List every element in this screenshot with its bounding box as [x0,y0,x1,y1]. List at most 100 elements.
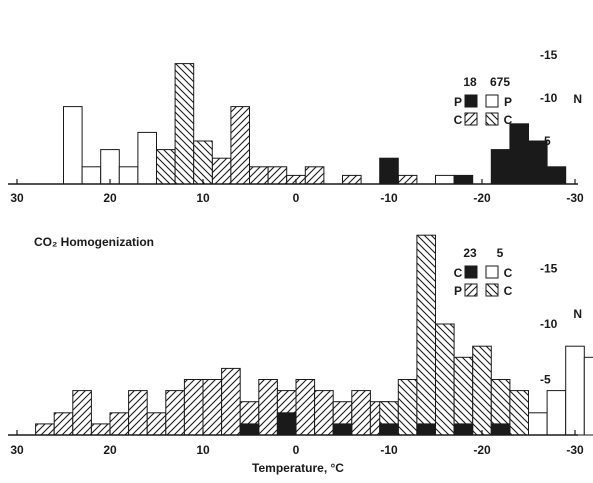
x-tick-label: 10 [196,191,210,205]
bar-open-2 [100,149,120,185]
bar-hatch-right-2 [193,140,213,185]
x-tick-label: -10 [380,443,398,457]
bar-hatch-left-3 [267,166,288,185]
bar-hatch-left-2 [72,390,92,436]
bottom-y-axis-label: N [573,307,582,321]
bottom-panel-title: CO₂ Homogenization [34,235,154,249]
y-tick-label: -15 [540,262,558,276]
bar-hatch-left-2 [249,166,269,185]
bar-solid-2 [332,423,353,436]
bar-hatch-left-8 [183,379,204,436]
bar-hatch-left-4 [109,412,130,436]
legend-swatch [464,265,478,279]
legend-row-label-right: C [504,113,513,127]
bar-hatch-left-7 [397,174,418,185]
legend-row-label-left: P [454,284,462,298]
legend-row-label-right: P [504,95,512,109]
legend-swatch [485,283,499,297]
x-tick-label: 10 [196,443,210,457]
bar-solid-1 [276,412,297,436]
x-tick-label: 30 [10,191,24,205]
bar-hatch-right-5 [472,345,492,436]
bar-hatch-left-3 [90,423,111,436]
x-tick-label: -30 [566,443,584,457]
legend-count-left: 23 [463,246,477,260]
y-tick-label: -5 [540,134,551,148]
bar-hatch-left-15 [314,390,334,436]
bar-hatch-left-6 [146,412,167,436]
bar-hatch-left-10 [221,367,241,436]
bar-hatch-left-5 [128,390,148,436]
bar-hatch-left-6 [342,174,362,185]
bar-hatch-right-7 [509,390,529,436]
legend-row-label-left: C [454,113,463,127]
bar-open-4 [137,131,157,185]
bar-open-3 [583,356,593,436]
x-tick-label: 20 [103,191,117,205]
bar-solid-2 [490,149,511,185]
bar-hatch-right-2 [416,234,436,436]
legend-count-left: 18 [463,75,477,89]
bar-solid-4 [416,423,436,436]
x-tick-label: -20 [473,191,491,205]
bar-hatch-left-12 [258,379,278,436]
legend-swatch [464,112,478,126]
y-tick-label: -5 [540,373,551,387]
bar-hatch-left-0 [211,157,232,185]
x-tick-label: -20 [473,443,491,457]
bar-hatch-right-1 [397,379,418,436]
bar-solid-3 [509,123,529,185]
legend-row-label-left: P [454,95,462,109]
x-tick-label: 0 [293,443,300,457]
top-y-ticks: -5 -10 -15 [540,48,558,148]
bar-hatch-right-1 [174,63,195,185]
legend-row-label-left: C [454,266,463,280]
x-tick-label: 20 [103,443,117,457]
bar-solid-5 [453,423,474,436]
bar-open-0 [528,412,548,436]
legend-swatch [485,265,499,279]
y-tick-label: -10 [540,91,558,105]
legend-count-right: 675 [490,75,510,89]
bar-hatch-right-4 [453,356,474,436]
legend-swatch [485,112,499,126]
bar-open-3 [118,166,139,185]
x-tick-label: 0 [293,191,300,205]
bar-open-1 [546,390,567,436]
legend-swatch [464,94,478,108]
bottom-histogram-panel: CO₂ Homogenization 3020100-10-20-30-40-5… [8,234,593,475]
x-tick-label: 30 [10,443,24,457]
bar-hatch-left-5 [304,166,325,185]
bottom-y-ticks: -5 -10 -15 [540,262,558,387]
legend-row-label-right: C [504,266,513,280]
y-tick-label: -15 [540,48,558,62]
x-tick-label: -30 [566,191,584,205]
bar-open-1 [81,166,102,185]
x-tick-label: -10 [380,191,398,205]
bar-open-2 [565,345,585,436]
bottom-bars [35,234,593,436]
bar-solid-1 [453,174,474,185]
top-y-axis-label: N [573,92,582,106]
bar-open-5 [435,174,455,185]
bar-hatch-right-0 [156,149,176,185]
bar-hatch-right-3 [435,323,455,436]
bar-hatch-left-1 [230,106,250,185]
bar-solid-6 [490,423,511,436]
legend-swatch [485,94,499,108]
legend-row-label-right: C [504,284,513,298]
legend-count-right: 5 [497,246,504,260]
legend-swatch [464,283,478,297]
bar-solid-0 [239,423,260,436]
bar-open-0 [63,106,83,185]
bottom-legend: 23 5C CP C [454,246,513,298]
bar-hatch-left-14 [295,379,316,436]
bar-hatch-left-7 [165,390,185,436]
bar-solid-5 [546,166,567,185]
bar-hatch-left-1 [53,412,74,436]
